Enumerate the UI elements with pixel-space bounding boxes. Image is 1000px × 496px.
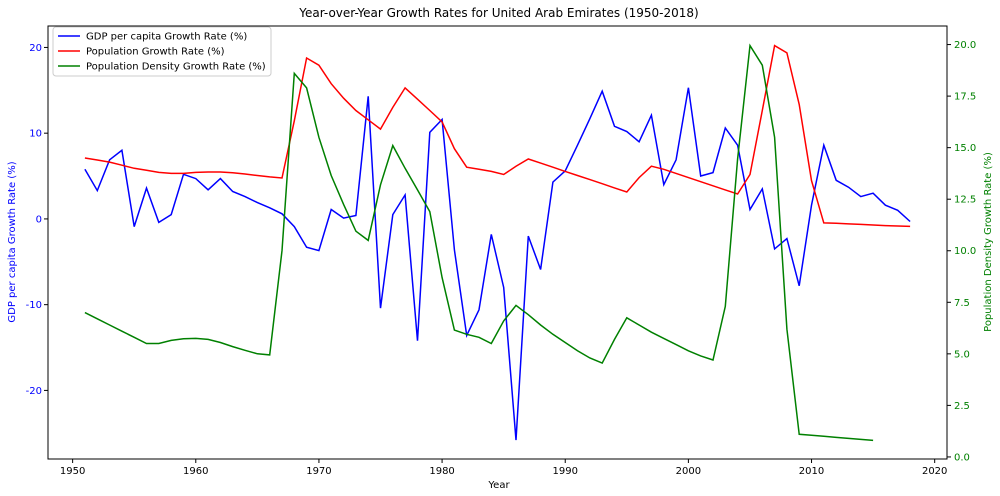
legend-label-pop: Population Growth Rate (%) — [86, 47, 225, 58]
legend: GDP per capita Growth Rate (%) Population… — [52, 26, 272, 77]
x-axis-label: Year — [487, 480, 510, 491]
x-tick-label: 2010 — [799, 466, 824, 477]
x-tick-label: 1950 — [60, 466, 85, 477]
y-right-tick-label: 2.5 — [954, 401, 970, 412]
y-left-tick-label: 10 — [29, 129, 42, 140]
y-axis-left-label: GDP per capita Growth Rate (%) — [7, 161, 18, 322]
y-right-tick-label: 7.5 — [954, 298, 970, 309]
x-tick-label: 1990 — [553, 466, 578, 477]
y-left-tick-label: -20 — [26, 386, 42, 397]
x-axis: 1950 1960 1970 1980 1990 2000 2010 2020 — [60, 459, 947, 477]
y-axis-right: 0.0 2.5 5.0 7.5 10.0 12.5 15.0 17.5 20.0 — [947, 40, 976, 463]
y-left-tick-label: 0 — [36, 214, 42, 225]
y-axis-right-label: Population Density Growth Rate (%) — [983, 152, 994, 332]
x-tick-label: 2020 — [922, 466, 947, 477]
series-layer — [84, 43, 911, 442]
series-line-dens — [84, 43, 874, 442]
y-right-tick-label: 0.0 — [954, 452, 970, 463]
y-right-tick-label: 12.5 — [954, 195, 976, 206]
x-tick-label: 1980 — [429, 466, 454, 477]
plot-frame — [47, 25, 948, 460]
x-tick-label: 1970 — [306, 466, 331, 477]
legend-label-dens: Population Density Growth Rate (%) — [86, 62, 266, 73]
chart-title: Year-over-Year Growth Rates for United A… — [298, 6, 698, 20]
y-axis-left: -20 -10 0 10 20 — [26, 43, 48, 397]
y-right-tick-label: 17.5 — [954, 92, 976, 103]
y-left-tick-label: 20 — [29, 43, 42, 54]
y-right-tick-label: 5.0 — [954, 349, 970, 360]
y-right-tick-label: 20.0 — [954, 40, 976, 51]
series-line-pop — [84, 44, 911, 228]
series-line-gdp — [84, 87, 911, 441]
x-tick-label: 1960 — [183, 466, 208, 477]
y-left-tick-label: -10 — [26, 300, 42, 311]
x-tick-label: 2000 — [676, 466, 701, 477]
legend-label-gdp: GDP per capita Growth Rate (%) — [86, 32, 247, 43]
y-right-tick-label: 10.0 — [954, 246, 976, 257]
y-right-tick-label: 15.0 — [954, 143, 976, 154]
legend-box — [52, 26, 272, 77]
